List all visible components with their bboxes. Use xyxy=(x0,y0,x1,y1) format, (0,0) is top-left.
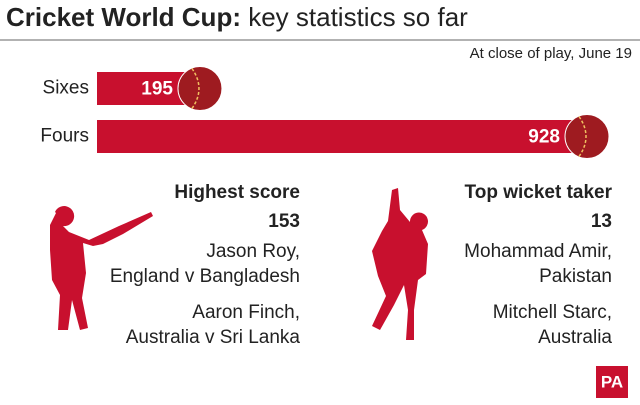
player-detail: Australia v Sri Lanka xyxy=(126,327,301,348)
player-detail: Australia xyxy=(538,327,612,348)
ball xyxy=(177,66,223,111)
logo-box xyxy=(596,366,628,398)
player-detail: England v Bangladesh xyxy=(110,266,300,287)
ball-seam xyxy=(578,116,587,157)
ball-seam xyxy=(191,68,200,109)
category-label: Fours xyxy=(40,126,89,147)
player-name: Mohammad Amir, xyxy=(464,241,612,262)
player-name: Aaron Finch, xyxy=(192,302,300,323)
logo: PA xyxy=(601,372,623,391)
title-bold: Cricket World Cup: xyxy=(6,2,241,32)
ball xyxy=(564,114,610,159)
title-rest: key statistics so far xyxy=(248,2,468,32)
player-detail: Pakistan xyxy=(539,266,612,287)
section-heading: Highest score xyxy=(174,182,300,203)
value-label: 195 xyxy=(141,79,173,100)
category-label: Sixes xyxy=(43,78,89,99)
section-value: 153 xyxy=(268,211,300,232)
player-name: Jason Roy, xyxy=(206,241,300,262)
player-name: Mitchell Starc, xyxy=(493,302,612,323)
section-heading: Top wicket taker xyxy=(465,182,613,203)
bar xyxy=(97,120,587,153)
value-label: 928 xyxy=(528,127,560,148)
section-value: 13 xyxy=(591,211,612,232)
batsman-icon xyxy=(50,206,153,330)
note: At close of play, June 19 xyxy=(470,45,632,62)
bowler-icon xyxy=(372,188,428,340)
title: Cricket World Cup: key statistics so far xyxy=(6,2,468,32)
